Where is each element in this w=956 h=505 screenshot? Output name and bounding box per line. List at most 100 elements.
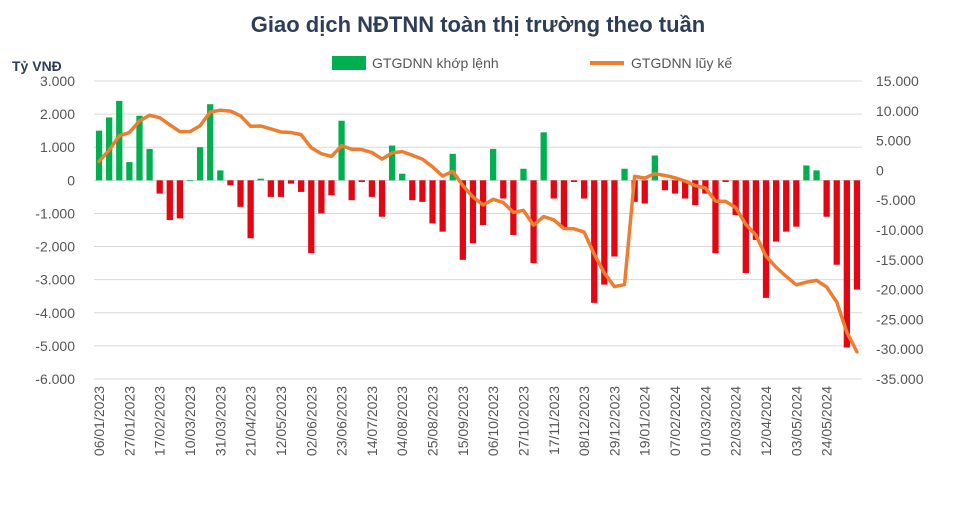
x-tick-label: 21/04/2023 [243, 386, 259, 456]
bar [237, 180, 244, 207]
bar [823, 180, 830, 217]
bar [348, 180, 355, 201]
bar [439, 180, 446, 232]
y2-tick-label: 15.000 [876, 73, 919, 89]
x-tick-label: 04/08/2023 [394, 386, 410, 456]
bar [490, 148, 497, 181]
bar [671, 180, 679, 194]
y-tick-label: -4.000 [35, 305, 75, 321]
y-tick-label: -2.000 [35, 239, 75, 255]
y-tick-label: 2.000 [40, 106, 75, 122]
bar [540, 132, 547, 181]
bar [358, 180, 365, 182]
y-axis-right: 15.000 10.000 5.000 0 -5.000 -10.000 -15.000 -2… [876, 73, 924, 387]
bar [429, 180, 436, 224]
y2-tick-label: -20.000 [876, 282, 924, 298]
x-tick-label: 19/01/2024 [637, 386, 653, 456]
y2-tick-label: -25.000 [876, 311, 924, 327]
bar [247, 180, 254, 239]
bar [318, 180, 325, 214]
y2-tick-label: 0 [876, 162, 884, 178]
x-tick-label: 24/05/2024 [819, 386, 835, 456]
bar [833, 180, 840, 265]
legend-line-label: GTGDNN lũy kế [631, 55, 732, 71]
bar [793, 180, 800, 227]
x-tick-label: 14/07/2023 [364, 386, 380, 456]
bar [661, 180, 669, 191]
x-tick-label: 23/06/2023 [334, 386, 350, 456]
line-series [97, 108, 859, 354]
y2-tick-label: -30.000 [876, 341, 924, 357]
bar [338, 120, 345, 181]
x-tick-label: 02/06/2023 [303, 386, 319, 456]
x-tick-label: 08/12/2023 [576, 386, 592, 456]
bar [126, 162, 133, 181]
bar [621, 168, 628, 181]
y-tick-label: -1.000 [35, 205, 75, 221]
x-tick-label: 29/12/2023 [606, 386, 622, 456]
x-axis: 06/01/2023 27/01/2023 17/02/2023 10/03/2023… [91, 386, 835, 456]
bar [399, 173, 406, 181]
x-tick-label: 06/10/2023 [485, 386, 501, 456]
bar [298, 180, 305, 192]
bar [146, 148, 153, 181]
bar [520, 168, 527, 181]
bar [479, 180, 487, 226]
bar [722, 180, 729, 182]
y2-tick-label: -5.000 [876, 192, 916, 208]
x-tick-label: 17/02/2023 [152, 386, 168, 456]
x-tick-label: 31/03/2023 [212, 386, 228, 456]
x-tick-label: 22/03/2024 [728, 386, 744, 456]
x-tick-label: 27/01/2023 [121, 386, 137, 456]
bar [752, 180, 760, 240]
y-tick-label: 0 [67, 172, 75, 188]
bar [762, 180, 770, 298]
bar [267, 180, 274, 197]
bar [641, 180, 648, 204]
x-tick-label: 01/03/2024 [697, 386, 713, 456]
y-axis-left: 3.000 2.000 1.000 0 -1.000 -2.000 -3.000 -4.000… [35, 73, 75, 387]
bar [227, 180, 234, 186]
x-tick-label: 27/10/2023 [515, 386, 531, 456]
bar [217, 170, 224, 181]
x-tick-label: 07/02/2024 [667, 386, 683, 456]
bar [449, 153, 456, 181]
bar [803, 165, 810, 181]
bar [136, 115, 143, 181]
x-tick-label: 12/04/2024 [758, 386, 774, 456]
bar [712, 180, 719, 254]
bar [116, 100, 123, 181]
bar [186, 180, 194, 182]
bar [510, 180, 517, 235]
bar [550, 180, 557, 199]
bar [591, 180, 598, 303]
gridlines [94, 80, 862, 380]
legend-bar-label: GTGDNN khớp lệnh [372, 55, 499, 71]
bar [388, 145, 396, 181]
bar [459, 180, 466, 260]
bar [469, 180, 477, 244]
legend: GTGDNN khớp lệnh GTGDNN lũy kế [332, 55, 732, 71]
bar [196, 147, 204, 181]
bar [308, 180, 315, 254]
x-tick-label: 10/03/2023 [182, 386, 198, 456]
bar [783, 180, 790, 232]
bar [257, 178, 264, 181]
x-tick-label: 25/08/2023 [425, 386, 441, 456]
y2-tick-label: 5.000 [876, 133, 911, 149]
bar [500, 180, 507, 199]
bar [651, 155, 658, 181]
bar [732, 180, 739, 216]
bar [560, 180, 568, 229]
bar [409, 180, 416, 201]
bar [682, 180, 689, 199]
bar [156, 180, 163, 194]
y-tick-label: 1.000 [40, 139, 75, 155]
x-tick-label: 06/01/2023 [91, 386, 107, 456]
bar-series [95, 100, 861, 348]
bar [580, 180, 588, 199]
bar [419, 180, 426, 202]
bar [601, 180, 608, 285]
